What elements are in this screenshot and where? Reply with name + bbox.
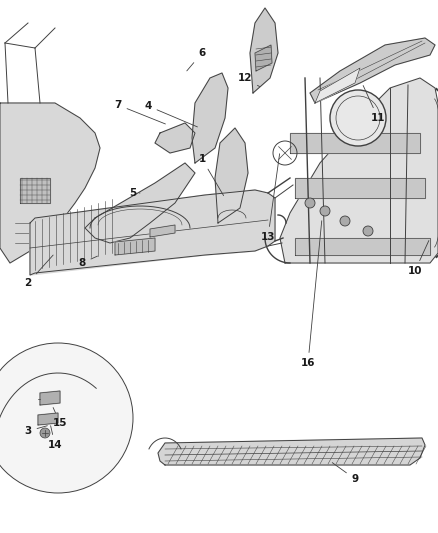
Polygon shape <box>30 190 275 275</box>
Circle shape <box>340 216 350 226</box>
Polygon shape <box>250 8 278 93</box>
Polygon shape <box>115 238 155 255</box>
Polygon shape <box>155 123 195 153</box>
Polygon shape <box>192 73 228 163</box>
Polygon shape <box>20 178 50 203</box>
Text: 11: 11 <box>363 85 385 123</box>
Polygon shape <box>158 438 425 465</box>
Text: 2: 2 <box>25 255 53 288</box>
Text: 12: 12 <box>238 73 260 86</box>
Polygon shape <box>295 178 425 198</box>
Circle shape <box>0 343 133 493</box>
Polygon shape <box>295 238 430 255</box>
Polygon shape <box>215 128 248 223</box>
Polygon shape <box>40 391 60 405</box>
Polygon shape <box>30 190 275 275</box>
Text: 15: 15 <box>53 408 67 428</box>
Circle shape <box>40 428 50 438</box>
Text: 8: 8 <box>78 256 98 268</box>
Circle shape <box>363 226 373 236</box>
Circle shape <box>305 198 315 208</box>
Text: 9: 9 <box>332 463 359 484</box>
Text: 16: 16 <box>301 221 322 368</box>
Polygon shape <box>280 78 438 263</box>
Text: 13: 13 <box>261 154 279 242</box>
Text: 14: 14 <box>48 426 62 450</box>
Text: 6: 6 <box>187 48 205 71</box>
Text: 4: 4 <box>144 101 198 127</box>
Polygon shape <box>0 103 100 263</box>
Polygon shape <box>85 163 195 243</box>
Text: 1: 1 <box>198 154 223 196</box>
Polygon shape <box>38 413 58 425</box>
Text: 7: 7 <box>114 100 166 124</box>
Text: 10: 10 <box>408 240 429 276</box>
Polygon shape <box>290 133 420 153</box>
Polygon shape <box>315 68 360 103</box>
Polygon shape <box>255 45 272 71</box>
Polygon shape <box>310 38 435 103</box>
Polygon shape <box>150 225 175 237</box>
Text: 5: 5 <box>129 188 140 198</box>
Circle shape <box>320 206 330 216</box>
Circle shape <box>330 90 386 146</box>
Text: 3: 3 <box>25 426 47 436</box>
